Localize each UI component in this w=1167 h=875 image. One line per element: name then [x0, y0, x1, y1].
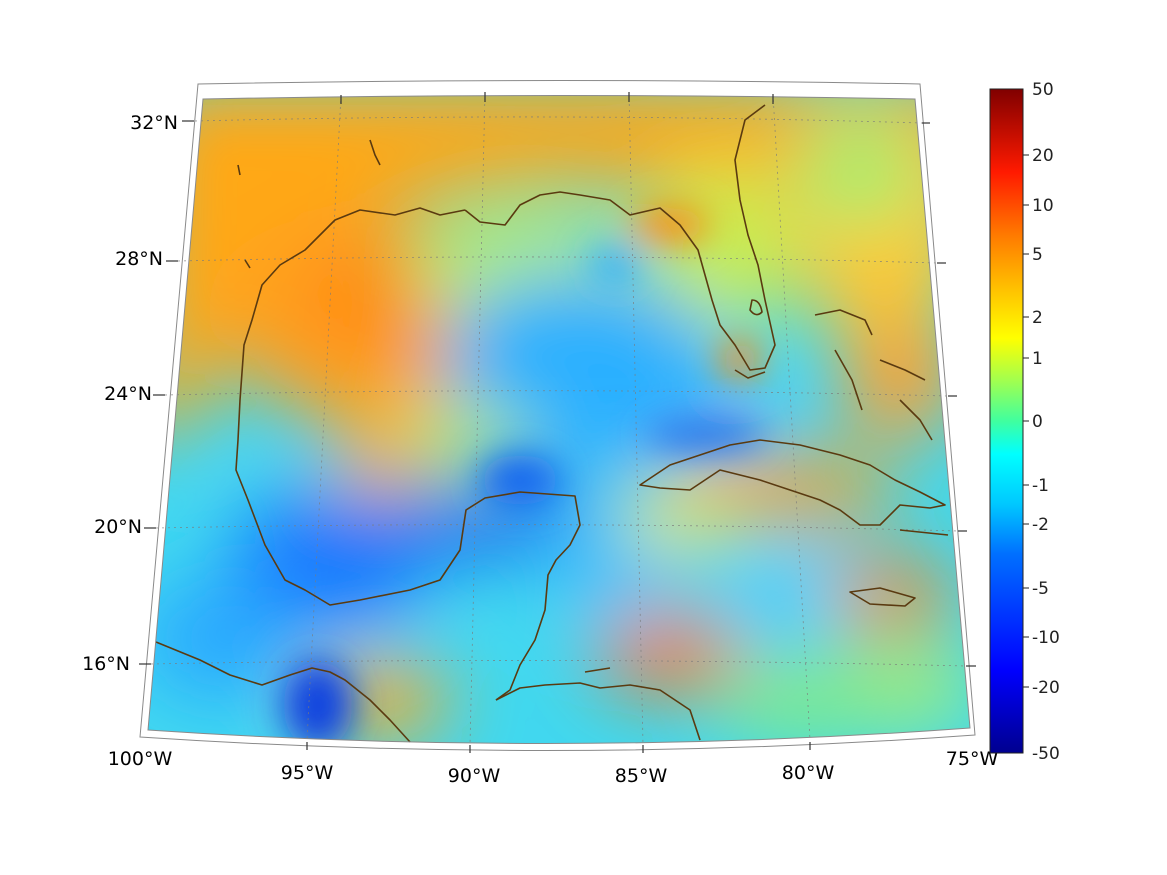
colorbar-label: 2	[1032, 308, 1043, 328]
colorbar-label: 0	[1032, 412, 1043, 432]
gulf-coastline	[235, 207, 581, 701]
bahamas	[814, 309, 933, 441]
colorbar-label: -1	[1032, 476, 1049, 496]
colorbar-gradient	[989, 88, 1024, 754]
lat-label: 32°N	[130, 112, 178, 134]
colorbar-label: 10	[1032, 196, 1054, 216]
lon-label: 100°W	[108, 748, 173, 770]
lon-label: 95°W	[281, 762, 334, 784]
colorbar-label: -10	[1032, 628, 1060, 648]
lat-label: 28°N	[115, 248, 163, 270]
lon-label: 90°W	[448, 765, 501, 787]
colorbar-label: 5	[1032, 245, 1043, 265]
pacific-coast	[155, 641, 411, 743]
colorbar-label: -5	[1032, 579, 1049, 599]
rivers-texas	[237, 139, 381, 269]
colorbar-label: -2	[1032, 515, 1049, 535]
central-america	[495, 667, 701, 741]
northern-gulf-coast	[464, 104, 776, 371]
lat-labels: 32°N 28°N 24°N 20°N 16°N	[82, 112, 178, 675]
map-frame	[139, 80, 976, 752]
jamaica	[849, 587, 916, 607]
lon-label: 75°W	[946, 748, 999, 770]
colorbar-label: 50	[1032, 80, 1054, 100]
graticule	[150, 91, 967, 746]
lat-label: 24°N	[104, 383, 152, 405]
florida-keys	[734, 369, 766, 379]
coastlines	[155, 104, 949, 743]
cuba	[639, 439, 946, 526]
hispaniola	[899, 529, 949, 536]
lat-label: 16°N	[82, 653, 130, 675]
colorbar-ticks	[1023, 154, 1029, 688]
colorbar-label: 1	[1032, 349, 1043, 369]
lon-label: 80°W	[782, 762, 835, 784]
lake-okeechobee	[749, 299, 763, 316]
colorbar-label: 20	[1032, 146, 1054, 166]
lon-labels: 100°W 95°W 90°W 85°W 80°W 75°W	[108, 748, 999, 787]
axis-ticks	[139, 92, 976, 753]
colorbar: 50 20 10 5 2 1 0 -1 -2 -5 -10 -20 -50	[989, 80, 1060, 764]
lon-label: 85°W	[615, 765, 668, 787]
colorbar-label: -20	[1032, 678, 1060, 698]
colorbar-label: -50	[1032, 744, 1060, 764]
lat-label: 20°N	[94, 516, 142, 538]
